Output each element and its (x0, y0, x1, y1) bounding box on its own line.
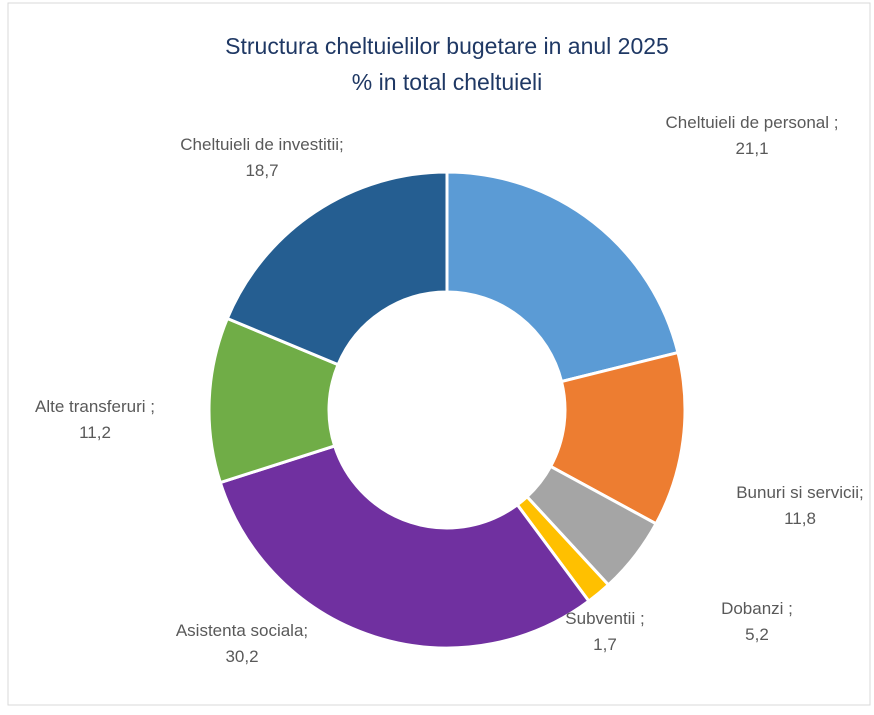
label-value: 18,7 (245, 161, 278, 180)
label-value: 1,7 (593, 635, 617, 654)
label-value: 21,1 (735, 139, 768, 158)
data-label: Cheltuieli de personal ; 21,1 (666, 113, 839, 158)
label-category: Cheltuieli de personal ; (666, 113, 839, 132)
label-category: Asistenta sociala; (176, 621, 308, 640)
label-category: Subventii ; (565, 609, 644, 628)
label-category: Bunuri si servicii; (736, 483, 864, 502)
data-label: Alte transferuri ; 11,2 (35, 397, 155, 442)
donut-slice (445, 170, 680, 384)
data-label: Asistenta sociala; 30,2 (176, 621, 308, 666)
data-label: Dobanzi ; 5,2 (721, 599, 793, 644)
chart-title: Structura cheltuielilor bugetare in anul… (225, 33, 669, 59)
data-label: Subventii ; 1,7 (565, 609, 644, 654)
label-category: Alte transferuri ; (35, 397, 155, 416)
data-label: Bunuri si servicii; 11,8 (736, 483, 864, 528)
chart-subtitle: % in total cheltuieli (352, 69, 543, 95)
donut-slice (218, 444, 591, 650)
label-value: 5,2 (745, 625, 769, 644)
donut-slice (225, 170, 449, 367)
label-category: Cheltuieli de investitii; (180, 135, 343, 154)
label-value: 11,8 (784, 509, 816, 528)
label-category: Dobanzi ; (721, 599, 793, 618)
label-value: 11,2 (79, 423, 111, 442)
label-value: 30,2 (225, 647, 258, 666)
data-label: Cheltuieli de investitii; 18,7 (180, 135, 343, 180)
